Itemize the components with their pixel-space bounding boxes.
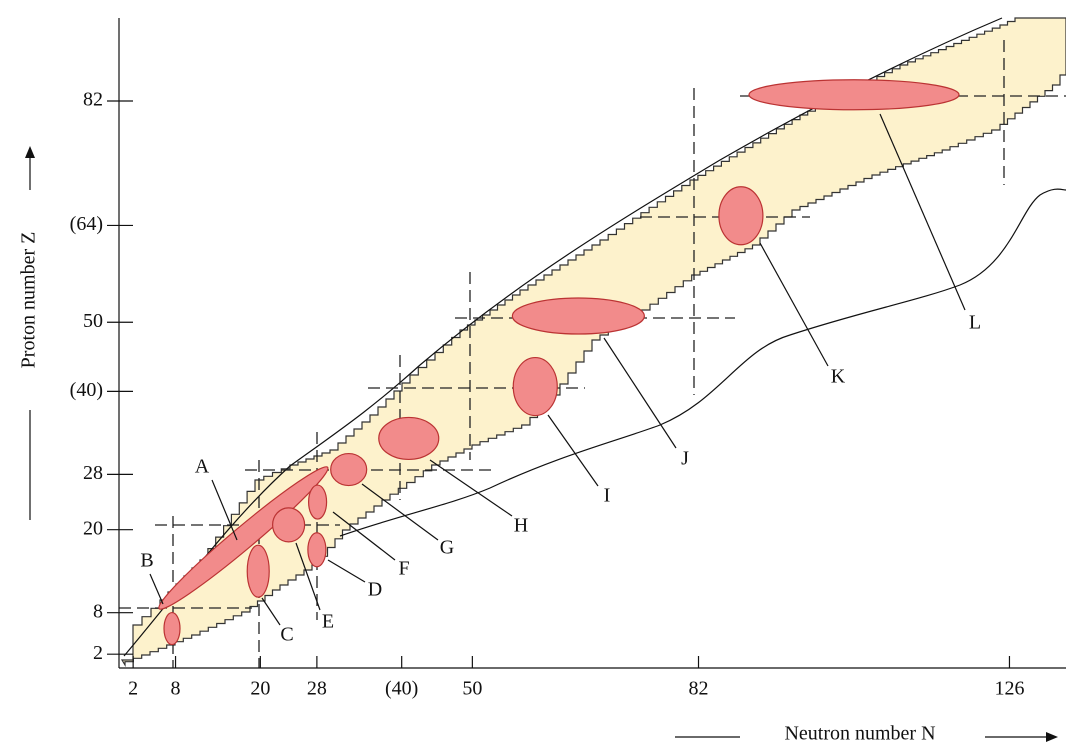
y-tick-label: 8 <box>93 600 103 622</box>
region-label: K <box>831 366 846 388</box>
leader-line <box>211 479 238 541</box>
region <box>272 507 306 543</box>
region-label: L <box>969 312 981 334</box>
x-tick-label: 20 <box>250 678 270 700</box>
leader-line <box>879 113 966 311</box>
region <box>718 186 764 246</box>
region <box>512 356 558 417</box>
region-label: G <box>440 537 454 559</box>
x-axis-title: Neutron number N <box>784 723 935 745</box>
region-label: I <box>604 485 611 507</box>
x-tick-label: 2 <box>128 678 138 700</box>
region-label: A <box>195 456 210 478</box>
region <box>246 544 270 598</box>
region-label: D <box>368 579 382 601</box>
region <box>330 452 368 487</box>
region <box>158 466 329 610</box>
leader-line <box>327 559 366 583</box>
region-label: E <box>322 611 334 633</box>
region-label: H <box>514 515 528 537</box>
x-tick-label: 82 <box>689 678 709 700</box>
region <box>307 532 327 568</box>
leader-line <box>429 459 513 517</box>
leader-line <box>295 542 321 611</box>
region-label: B <box>140 550 153 572</box>
neutron-drip-line <box>339 188 1066 537</box>
region <box>163 611 181 646</box>
leader-line <box>149 573 164 605</box>
region-layer: A B C D E F G H I J K L <box>140 79 981 646</box>
axes <box>118 18 1066 669</box>
region <box>748 79 960 111</box>
region-label: F <box>398 558 409 580</box>
leader-line <box>759 242 829 367</box>
x-tick-label: (40) <box>385 678 418 700</box>
x-tick-label: 126 <box>994 678 1024 700</box>
leader-line <box>547 414 599 487</box>
leader-line <box>603 337 677 449</box>
axis-arrowhead <box>25 146 35 158</box>
region-label: J <box>681 448 689 470</box>
x-tick-label: 28 <box>307 678 327 700</box>
y-tick-label: 82 <box>83 89 103 111</box>
leader-line <box>261 597 281 626</box>
y-axis-title: Proton number Z <box>18 232 40 369</box>
y-tick-label: (64) <box>70 213 103 235</box>
region <box>307 484 328 520</box>
y-tick-label: 2 <box>93 642 103 664</box>
x-tick-label: 50 <box>462 678 482 700</box>
leader-line <box>361 483 439 541</box>
region <box>378 416 440 461</box>
region <box>511 297 645 335</box>
y-tick-label: 20 <box>83 517 103 539</box>
y-tick-label: 28 <box>83 462 103 484</box>
y-tick-label: (40) <box>70 379 103 401</box>
region-label: C <box>280 624 293 646</box>
y-tick-label: 50 <box>83 310 103 332</box>
leader-line <box>332 511 396 561</box>
axis-arrowhead <box>1046 732 1058 742</box>
x-tick-label: 8 <box>171 678 181 700</box>
